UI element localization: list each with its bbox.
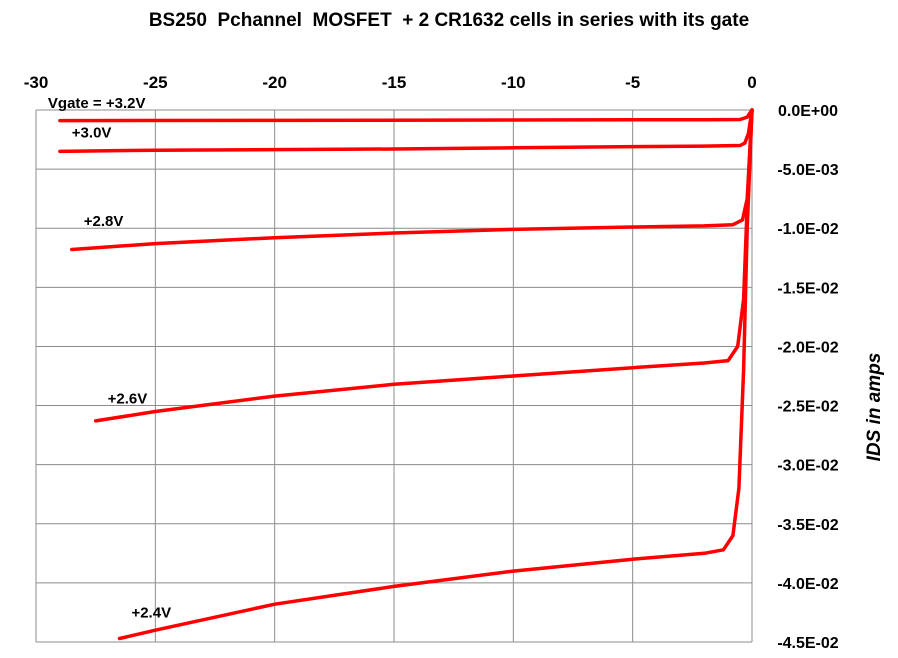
- series-lines: [58, 108, 754, 641]
- y-tick-label: -2.0E-02: [777, 339, 838, 356]
- series-line: [93, 108, 754, 423]
- y-tick-label: -2.5E-02: [777, 399, 838, 416]
- y-tick-label: -4.0E-02: [777, 576, 838, 593]
- x-tick-label: -30: [24, 73, 49, 92]
- y-tick-label: -4.5E-02: [777, 635, 838, 652]
- series-line: [58, 108, 754, 123]
- x-tick-label: -5: [625, 73, 640, 92]
- y-tick-label: -1.5E-02: [777, 280, 838, 297]
- x-tick-label: -15: [382, 73, 407, 92]
- x-tick-label: -25: [143, 73, 168, 92]
- y-tick-label: -5.0E-03: [777, 162, 838, 179]
- x-tick-label: -20: [262, 73, 287, 92]
- y-tick-label: -1.0E-02: [777, 221, 838, 238]
- series-line: [70, 108, 754, 252]
- series-label: +2.4V: [131, 604, 171, 621]
- x-axis-tick-labels: -30 -25 -20 -15 -10 -5 0: [24, 73, 757, 92]
- series-label: +2.6V: [108, 390, 148, 407]
- y-tick-label: -3.0E-02: [777, 458, 838, 475]
- y-axis-tick-labels: 0.0E+00 -5.0E-03 -1.0E-02 -1.5E-02 -2.0E-02 -…: [777, 103, 838, 652]
- grid-lines: [35, 109, 753, 643]
- chart-title: BS250 Pchannel MOSFET + 2 CR1632 cells i…: [148, 10, 750, 31]
- series-label: Vgate = +3.2V: [48, 95, 146, 112]
- series-label: +2.8V: [84, 213, 124, 230]
- y-axis-label: IDS in amps: [864, 353, 885, 462]
- series-label: +3.0V: [72, 124, 112, 141]
- series-line: [58, 108, 754, 154]
- y-tick-label: -3.5E-02: [777, 517, 838, 534]
- series-labels: Vgate = +3.2V +3.0V +2.8V +2.6V +2.4V: [48, 95, 171, 622]
- series-line: [117, 108, 754, 641]
- x-tick-label: 0: [747, 73, 756, 92]
- x-tick-label: -10: [501, 73, 526, 92]
- y-tick-label: 0.0E+00: [778, 103, 838, 120]
